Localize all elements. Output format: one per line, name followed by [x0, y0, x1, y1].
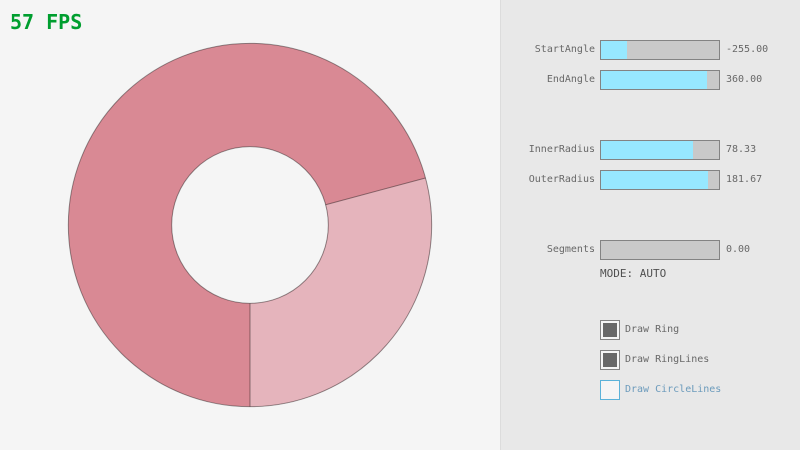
ring-outline-lines — [67, 42, 433, 408]
draw-ringlines-checkbox[interactable] — [600, 350, 620, 370]
draw-circlelines-checkbox[interactable] — [600, 380, 620, 400]
segments-slider[interactable] — [600, 240, 720, 260]
checkbox-label: Draw CircleLines — [625, 384, 722, 395]
check-mark-icon — [603, 353, 617, 367]
slider-fill — [601, 71, 708, 89]
slider-label: OuterRadius — [528, 174, 595, 185]
checkbox-label: Draw RingLines — [625, 354, 710, 365]
slider-label: InnerRadius — [528, 144, 595, 155]
slider-fill — [601, 141, 694, 159]
slider-value: 0.00 — [726, 244, 751, 255]
end-angle-slider[interactable] — [600, 70, 720, 90]
slider-fill — [601, 41, 627, 59]
checkbox-label: Draw Ring — [625, 324, 680, 335]
slider-value: 78.33 — [726, 144, 757, 155]
slider-label: StartAngle — [534, 44, 595, 55]
slider-label: EndAngle — [546, 74, 595, 85]
slider-value: -255.00 — [726, 44, 769, 55]
draw-ring-checkbox[interactable] — [600, 320, 620, 340]
inner-radius-slider[interactable] — [600, 140, 720, 160]
slider-value: 181.67 — [726, 174, 763, 185]
start-angle-slider[interactable] — [600, 40, 720, 60]
ring-single-alpha-region — [250, 177, 432, 407]
mode-label: MODE: AUTO — [600, 267, 667, 280]
check-mark-icon — [603, 323, 617, 337]
fps-counter: 57 FPS — [10, 10, 83, 34]
slider-fill — [601, 171, 709, 189]
outer-radius-slider[interactable] — [600, 170, 720, 190]
slider-value: 360.00 — [726, 74, 763, 85]
slider-label: Segments — [546, 244, 595, 255]
